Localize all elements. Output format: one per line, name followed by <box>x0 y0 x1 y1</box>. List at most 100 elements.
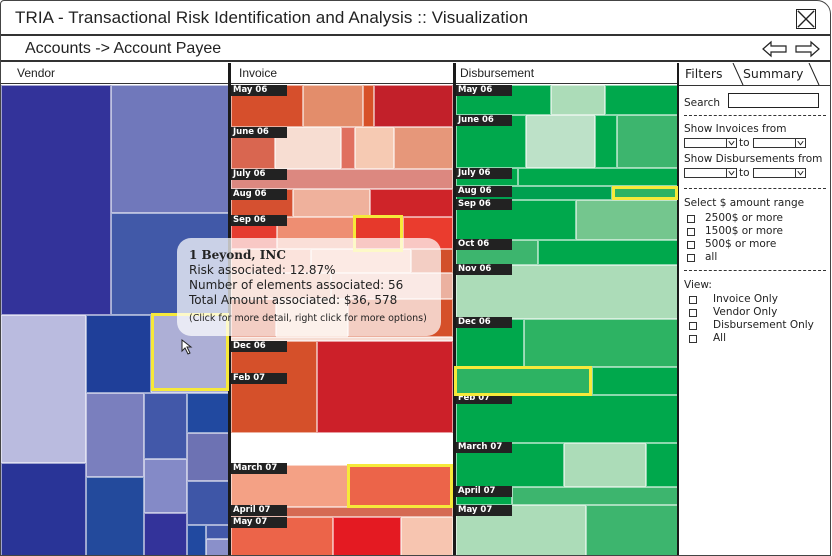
invoice-from-select[interactable] <box>684 138 737 148</box>
month-label: Dec 06 <box>456 317 512 328</box>
disbursement-cell[interactable] <box>564 443 646 487</box>
disbursement-cell[interactable] <box>456 367 592 395</box>
month-label: May 07 <box>456 505 512 516</box>
invoice-cell[interactable] <box>333 517 401 555</box>
vendor-cell[interactable] <box>1 315 86 463</box>
amount-all-checkbox[interactable] <box>687 254 695 262</box>
disbursement-from-select[interactable] <box>684 168 737 178</box>
month-label: June 06 <box>231 127 287 138</box>
invoice-column-header: Invoice <box>231 63 453 84</box>
month-label: March 07 <box>231 463 287 474</box>
disbursements-from-label: Show Disbursements from <box>684 153 823 165</box>
view-invoice-checkbox[interactable] <box>689 296 697 304</box>
disbursement-cell[interactable] <box>605 85 678 115</box>
disbursement-cell[interactable] <box>524 319 678 367</box>
month-label: Sep 06 <box>456 199 512 210</box>
month-label: Feb 07 <box>231 373 287 384</box>
tab-summary[interactable]: Summary <box>743 66 804 81</box>
chevron-down-icon <box>726 139 736 147</box>
disbursement-cell[interactable] <box>592 367 678 395</box>
disbursement-to-select[interactable] <box>753 168 806 178</box>
month-label: April 07 <box>231 505 287 516</box>
invoice-cell[interactable] <box>293 189 370 217</box>
invoice-cell[interactable] <box>394 127 453 169</box>
vendor-cell[interactable] <box>86 393 144 477</box>
month-label: Aug 06 <box>231 189 287 200</box>
chevron-down-icon <box>726 169 736 177</box>
amount-500-checkbox[interactable] <box>687 241 695 249</box>
month-label: May 06 <box>231 85 287 96</box>
vendor-cell[interactable] <box>1 463 86 555</box>
invoice-cell[interactable] <box>401 517 453 555</box>
disbursement-cell[interactable] <box>617 115 678 168</box>
view-vendor-checkbox[interactable] <box>689 309 697 317</box>
back-arrow-icon[interactable] <box>762 40 788 58</box>
month-label: Dec 06 <box>231 341 287 352</box>
vendor-cell[interactable] <box>111 85 229 213</box>
amount-option: 2500$ or more <box>705 212 784 224</box>
disbursement-column-header: Disbursement <box>456 63 678 84</box>
vendor-cell[interactable] <box>86 477 144 555</box>
vendor-cell[interactable] <box>1 85 111 315</box>
disbursement-cell[interactable] <box>512 487 678 505</box>
view-all-checkbox[interactable] <box>689 335 697 343</box>
vendor-cell[interactable] <box>144 459 187 513</box>
view-option: Invoice Only <box>713 293 778 305</box>
vendor-cell[interactable] <box>144 513 187 555</box>
invoice-cell[interactable] <box>370 189 453 217</box>
amount-2500-checkbox[interactable] <box>687 215 695 223</box>
close-icon[interactable] <box>796 9 816 29</box>
invoice-cell[interactable] <box>341 127 355 169</box>
disbursement-cell[interactable] <box>646 443 678 487</box>
tab-separator <box>732 63 744 86</box>
vendor-column-header: Vendor <box>1 63 229 84</box>
vendor-cell[interactable] <box>187 433 229 481</box>
invoice-cell[interactable] <box>355 127 394 169</box>
forward-arrow-icon[interactable] <box>794 40 820 58</box>
breadcrumb: Accounts -> Account Payee <box>25 40 222 57</box>
vendor-cell[interactable] <box>86 315 151 393</box>
vendor-cell[interactable] <box>187 393 229 433</box>
month-label: May 06 <box>456 85 512 96</box>
month-label: Nov 06 <box>456 264 512 275</box>
disbursement-cell[interactable] <box>612 186 678 200</box>
amount-1500-checkbox[interactable] <box>687 228 695 236</box>
month-label: July 06 <box>231 169 287 180</box>
invoice-cell[interactable] <box>231 337 453 341</box>
divider <box>684 188 826 189</box>
invoices-from-label: Show Invoices from <box>684 123 787 135</box>
disbursement-cell[interactable] <box>586 505 678 555</box>
disbursement-cell[interactable] <box>576 200 678 240</box>
invoice-cell[interactable] <box>349 465 453 507</box>
vendor-cell[interactable] <box>187 525 206 555</box>
invoice-to-select[interactable] <box>753 138 806 148</box>
invoice-cell[interactable] <box>363 85 374 127</box>
disbursement-cell[interactable] <box>595 115 617 168</box>
filter-panel: Filters Summary Search Show Invoices fro… <box>679 63 830 555</box>
tooltip-hint: (Click for more detail, right click for … <box>189 313 427 324</box>
invoice-cell[interactable] <box>303 85 363 127</box>
disbursement-cell[interactable] <box>538 240 678 265</box>
search-input[interactable] <box>728 93 819 108</box>
vendor-cell[interactable] <box>144 393 187 459</box>
tooltip-amount: Total Amount associated: $36, 578 <box>189 293 398 307</box>
vendor-cell[interactable] <box>187 481 229 525</box>
vendor-cell[interactable] <box>206 525 229 539</box>
view-disbursement-checkbox[interactable] <box>689 322 697 330</box>
disbursement-cell[interactable] <box>518 168 678 186</box>
invoice-cell[interactable] <box>317 341 453 433</box>
view-option: Vendor Only <box>713 306 778 318</box>
invoice-cell[interactable] <box>374 85 453 127</box>
tooltip-vendor-name: 1 Beyond, INC <box>189 248 286 262</box>
tab-filters[interactable]: Filters <box>685 66 723 81</box>
disbursement-cell[interactable] <box>551 85 605 115</box>
month-label: April 07 <box>456 486 512 497</box>
nav-bar: Accounts -> Account Payee <box>1 37 830 62</box>
disbursement-cell[interactable] <box>526 115 595 168</box>
invoice-cell[interactable] <box>231 341 317 433</box>
amount-option: 500$ or more <box>705 238 777 250</box>
vendor-cell[interactable] <box>206 539 229 555</box>
month-label: Aug 06 <box>456 186 512 197</box>
month-label: Sep 06 <box>231 215 287 226</box>
